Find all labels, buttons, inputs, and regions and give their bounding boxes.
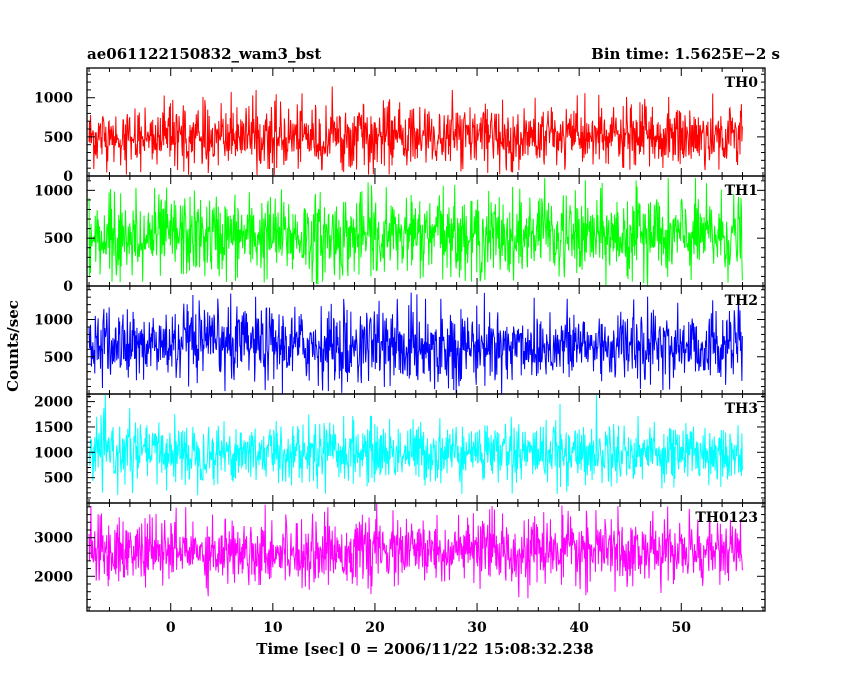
- series-th3-trace: [88, 394, 743, 496]
- y-tick-label: 500: [44, 471, 73, 487]
- y-tick-label: 1000: [34, 91, 73, 107]
- series-th2-trace: [88, 292, 743, 394]
- panel-label-th3: TH3: [725, 401, 758, 417]
- panel-label-th0: TH0: [725, 75, 759, 91]
- panel-th2: 500 1000 TH2: [34, 285, 766, 395]
- y-tick-label: 1000: [34, 313, 73, 329]
- y-tick-label: 2000: [34, 395, 73, 411]
- series-th1-trace: [88, 177, 743, 286]
- panel-label-th1: TH1: [725, 183, 758, 199]
- series-th0123-trace: [88, 502, 743, 599]
- y-tick-label: 500: [44, 130, 73, 146]
- y-tick-label: 0: [63, 169, 73, 185]
- x-tick-label: 30: [467, 620, 487, 636]
- panel-th1: 0 500 1000 TH1: [34, 175, 766, 295]
- panel-th0123: 2000 3000 TH0123: [34, 502, 766, 612]
- y-tick-label: 500: [44, 350, 73, 366]
- bin-time-label: Bin time: 1.5625E−2 s: [591, 45, 780, 63]
- y-tick-label: 1000: [34, 183, 73, 199]
- y-tick-label: 500: [44, 231, 73, 247]
- panel-label-th2: TH2: [725, 293, 758, 309]
- y-tick-label: 1500: [34, 420, 73, 436]
- panel-frame: [86, 502, 766, 612]
- y-tick-label: 2000: [34, 569, 73, 585]
- panel-th0: 0 500 1000 TH0: [34, 67, 766, 185]
- series-th0-trace: [88, 86, 743, 176]
- x-tick-label: 10: [263, 620, 283, 636]
- y-tick-label: 1000: [34, 445, 73, 461]
- y-axis-title: Counts/sec: [4, 300, 22, 392]
- x-tick-label: 50: [672, 620, 692, 636]
- x-axis-title: Time [sec] 0 = 2006/11/22 15:08:32.238: [256, 640, 593, 658]
- x-tick-label: 20: [365, 620, 385, 636]
- x-tick-label: 40: [569, 620, 589, 636]
- chart-title: ae061122150832_wam3_bst: [87, 45, 321, 63]
- x-tick-label: 0: [166, 620, 176, 636]
- y-tick-label: 0: [63, 279, 73, 295]
- panel-th3: 500 1000 1500 2000 TH3: [34, 393, 766, 504]
- y-tick-label: 3000: [34, 531, 73, 547]
- panel-label-th0123: TH0123: [695, 510, 758, 526]
